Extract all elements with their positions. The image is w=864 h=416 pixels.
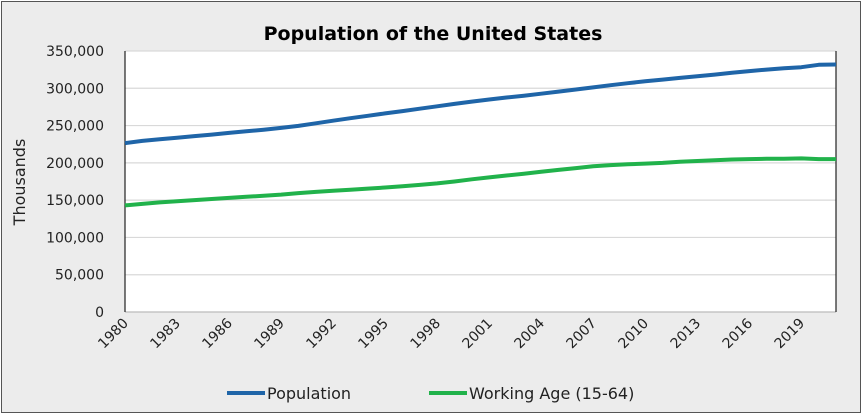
y-tick-label: 250,000 (46, 119, 104, 135)
y-axis-label: Thousands (10, 139, 29, 227)
x-tick-label: 1986 (199, 315, 236, 352)
x-tick-label: 1995 (355, 316, 392, 353)
x-tick-label: 2010 (616, 316, 653, 353)
y-tick-label: 350,000 (46, 44, 104, 60)
y-tick-label: 200,000 (46, 156, 104, 172)
y-tick-label: 0 (95, 305, 104, 321)
plot-area (125, 51, 836, 312)
x-tick-label: 2007 (564, 316, 601, 353)
x-tick-label: 1983 (147, 316, 184, 353)
y-tick-label: 300,000 (46, 81, 104, 97)
chart-title: Population of the United States (264, 23, 603, 45)
legend-label-working-age: Working Age (15-64) (469, 384, 634, 403)
x-tick-label: 1989 (251, 316, 288, 353)
x-tick-label: 1998 (407, 316, 444, 353)
x-tick-label: 2013 (668, 316, 705, 353)
y-tick-label: 100,000 (46, 230, 104, 246)
legend: Population Working Age (15-64) (227, 384, 634, 403)
x-tick-label: 2016 (720, 315, 757, 352)
legend-label-population: Population (267, 384, 351, 403)
x-tick-label: 2004 (512, 315, 549, 352)
x-tick-label: 2019 (772, 316, 809, 353)
series-line-working-age (124, 156, 836, 208)
series-line-population (124, 62, 837, 146)
y-tick-label: 150,000 (46, 193, 104, 209)
x-tick-label: 2001 (459, 316, 496, 353)
x-tick-label: 1992 (303, 316, 340, 353)
y-tick-label: 50,000 (55, 268, 104, 284)
